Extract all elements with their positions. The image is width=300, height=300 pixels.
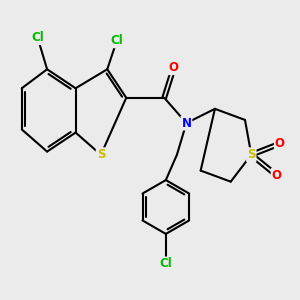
- Text: S: S: [247, 148, 256, 161]
- Text: O: O: [169, 61, 179, 74]
- Text: Cl: Cl: [160, 257, 172, 271]
- Text: O: O: [272, 169, 282, 182]
- Text: Cl: Cl: [110, 34, 123, 47]
- Text: N: N: [182, 117, 191, 130]
- Text: Cl: Cl: [31, 31, 44, 44]
- Text: O: O: [275, 137, 285, 150]
- Text: S: S: [97, 148, 105, 161]
